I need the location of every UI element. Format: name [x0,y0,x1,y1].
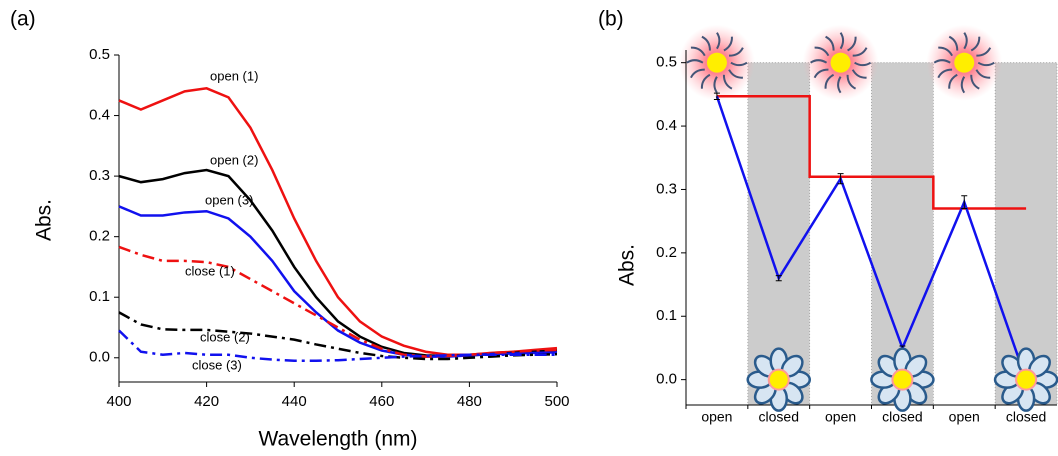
y-tick-label: 0.0 [89,349,110,366]
x-tick-label: 480 [457,393,482,410]
icon-strand [960,76,966,94]
icon-core [1015,368,1038,391]
icon-strand [837,76,842,94]
icon-strand [825,35,835,51]
series-label: open (3) [205,192,253,207]
series-label: open (2) [210,152,258,167]
icon-core [830,52,851,73]
icon-strand [730,61,748,67]
x-tick-label: open [949,409,980,425]
error-bar [713,92,720,100]
icon-strand [686,59,704,64]
series-label: close (3) [192,357,242,372]
y-tick-label: 0.3 [89,167,110,184]
panel-label: (a) [10,8,36,31]
series-label: close (2) [200,329,250,344]
error-bar [837,173,844,185]
icon-strand [839,32,845,50]
y-axis-label: Abs. [33,199,56,241]
icon-strand [933,59,951,64]
series-label: close (1) [185,263,235,278]
icon-strand [846,74,857,90]
y-tick-label: 0.2 [89,228,110,245]
icon-strand [963,32,968,50]
series-line [118,205,558,358]
error-bar [775,275,782,282]
icon-strand [976,47,992,57]
icon-strand [854,61,872,67]
series-line [715,95,1028,381]
series-label: open (1) [210,68,258,83]
x-axis-label: Wavelength (nm) [258,428,417,451]
y-tick-label: 0.5 [89,46,110,63]
x-tick-label: 420 [194,393,219,410]
icon-strand [938,46,953,57]
icon-strand [690,68,705,79]
icon-core [706,52,727,73]
series-line [118,245,558,358]
icon-strand [948,35,959,51]
icon-core [954,52,975,73]
y-tick-label: 0.2 [656,244,677,261]
icon-strand [970,74,980,90]
y-tick-label: 0.1 [656,307,677,324]
icon-strand [852,47,868,57]
icon-strand [728,69,743,79]
icon-strand [810,59,828,64]
x-tick-label: 460 [369,393,394,410]
y-tick-label: 0.1 [89,288,110,305]
icon-strand [701,35,711,51]
x-tick-label: closed [1006,409,1046,425]
series-line [118,311,558,361]
series-line [118,87,558,356]
error-bar [961,195,968,209]
y-tick-label: 0.4 [89,107,110,124]
icon-strand [729,47,744,57]
x-tick-label: closed [882,409,922,425]
icon-strand [948,73,958,89]
y-tick-label: 0.4 [656,117,677,134]
x-tick-label: 400 [106,393,131,410]
icon-strand [937,68,953,79]
x-tick-label: 440 [282,393,307,410]
y-axis-label: Abs. [616,244,639,286]
icon-strand [813,68,829,79]
x-tick-label: open [825,409,856,425]
y-tick-label: 0.0 [656,371,677,388]
y-tick-label: 0.3 [656,180,677,197]
icon-strand [847,36,857,52]
series-line [118,329,557,363]
x-tick-label: 500 [544,393,569,410]
icon-strand [975,69,991,79]
icon-strand [716,32,721,50]
icon-strand [700,73,711,89]
icon-strand [814,46,830,57]
icon-strand [713,76,718,94]
x-tick-label: closed [759,409,799,425]
icon-core [767,368,790,391]
icon-strand [851,69,867,79]
icon-core [891,368,914,391]
x-tick-label: open [701,409,732,425]
y-tick-label: 0.5 [656,54,677,71]
icon-strand [722,74,733,90]
icon-strand [690,46,706,57]
icon-strand [723,36,733,52]
icon-strand [824,73,835,89]
icon-strand [970,36,981,52]
panel-label: (b) [598,8,624,31]
icon-strand [977,61,995,67]
